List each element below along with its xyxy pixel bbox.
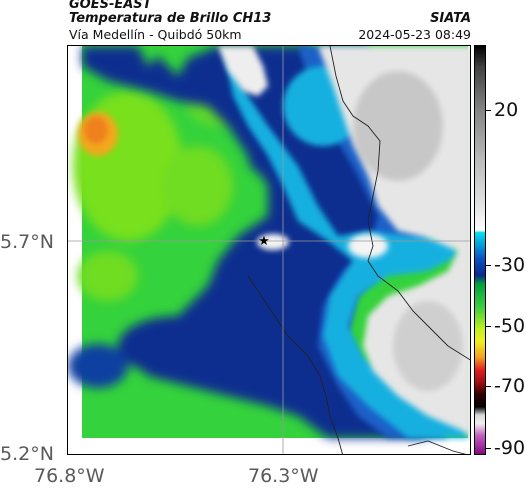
colorbar-tick [486,448,491,449]
lon-label-76-3: 76.3°W [248,465,319,487]
warm-spot [78,112,118,156]
city-marker-star: ★ [258,234,270,249]
lat-label-5-2: 5.2°N [0,443,54,465]
map-frame: ★ [67,45,471,455]
colorbar-tick [486,265,491,266]
cold-cloud-tops [163,46,470,437]
region-subtitle: Vía Medellín - Quibdó 50km [69,27,242,42]
colorbar-label-minus-50: -50 [494,315,526,337]
product-title: Temperatura de Brillo CH13 [69,11,272,26]
lon-label-76-8: 76.8°W [34,465,105,487]
colorbar-label-20: 20 [494,99,519,121]
colorbar-label-minus-30: -30 [494,254,526,276]
colorbar-tick [486,326,491,327]
colorbar-label-minus-70: -70 [494,375,526,397]
satellite-title: GOES-EAST [69,0,152,12]
datetime-label: 2024-05-23 08:49 [358,27,471,42]
brightness-temperature-map: ★ [68,46,470,454]
country-borders [247,46,470,454]
colorbar-gradient [475,46,485,454]
colorbar-tick [486,386,491,387]
colorbar-tick [486,110,491,111]
lat-label-5-7: 5.7°N [0,231,54,253]
colorbar-label-minus-90: -90 [494,437,526,459]
grid-lines [68,46,470,454]
agency-label: SIATA [430,11,471,26]
colorbar [474,45,486,455]
